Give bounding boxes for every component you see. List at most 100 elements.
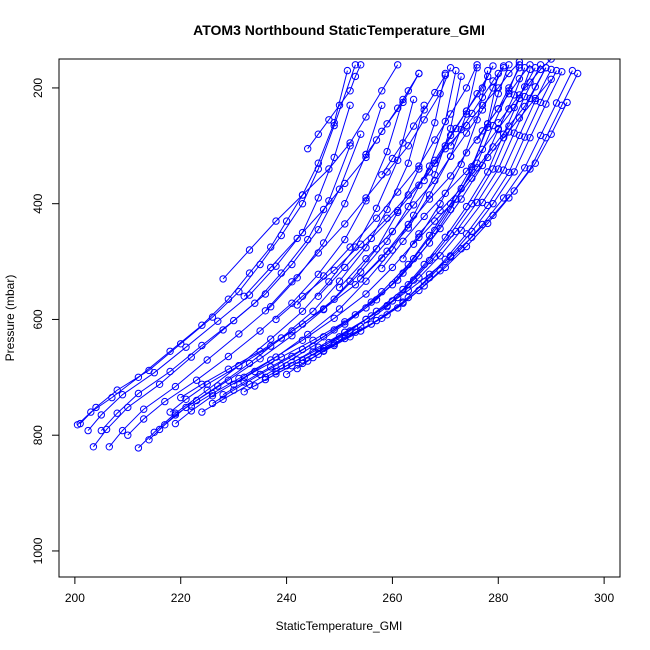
data-point (436, 206, 444, 215)
data-point (372, 136, 381, 144)
data-point (489, 77, 497, 85)
data-point (531, 83, 539, 91)
data-point (473, 198, 481, 207)
data-point (343, 66, 352, 75)
data-point (330, 295, 338, 303)
data-point (309, 307, 317, 315)
data-point (452, 124, 460, 133)
data-point (394, 276, 402, 284)
data-point (457, 72, 465, 81)
data-point (425, 195, 434, 203)
data-point (399, 139, 407, 147)
data-point (288, 332, 296, 340)
data-point (404, 159, 412, 167)
data-point (330, 121, 338, 130)
series-40 (362, 69, 423, 159)
series-line (328, 102, 568, 344)
data-point (357, 268, 365, 276)
data-point (362, 315, 370, 324)
data-point (341, 318, 349, 326)
data-point (351, 281, 360, 289)
data-point (378, 127, 386, 136)
data-point (457, 125, 465, 134)
series-20 (251, 61, 545, 390)
data-point (574, 69, 582, 78)
data-point (230, 380, 238, 388)
data-point (267, 363, 275, 371)
data-point (378, 87, 386, 95)
data-point (536, 65, 545, 74)
data-point (118, 426, 127, 435)
data-point (267, 263, 275, 272)
data-point (314, 249, 322, 257)
data-point (325, 165, 333, 173)
data-point (346, 277, 354, 285)
data-point (404, 286, 412, 295)
data-point (441, 117, 449, 126)
data-point (404, 293, 412, 302)
data-point (298, 228, 307, 237)
series-line (296, 71, 563, 370)
series-line (381, 67, 536, 269)
data-point (394, 61, 402, 69)
data-point (214, 382, 222, 390)
data-point (282, 217, 291, 225)
data-point (351, 72, 360, 81)
data-point (224, 365, 233, 373)
series-41 (378, 71, 449, 179)
data-point (134, 373, 143, 381)
data-point (425, 239, 434, 247)
series-24 (293, 68, 566, 373)
data-point (399, 255, 407, 263)
data-point (484, 72, 492, 81)
data-point (105, 443, 114, 451)
data-point (372, 214, 381, 222)
data-point (304, 357, 312, 365)
data-point (357, 275, 365, 283)
x-tick-label: 280 (488, 591, 508, 605)
data-point (372, 245, 381, 253)
series-line (339, 67, 505, 288)
series-line (296, 64, 478, 306)
series-line (175, 76, 462, 424)
data-point (335, 185, 344, 193)
data-point (97, 426, 106, 435)
data-point (521, 102, 529, 111)
data-point (404, 87, 412, 95)
x-axis-label: StaticTemperature_GMI (276, 619, 403, 633)
data-point (134, 444, 143, 452)
data-point (505, 194, 513, 202)
data-point (272, 370, 280, 378)
data-point (314, 165, 322, 173)
data-point (510, 91, 518, 99)
data-point (425, 270, 434, 278)
data-point (415, 181, 423, 189)
data-point (494, 119, 502, 127)
series-line (360, 67, 520, 280)
series-line (402, 67, 547, 259)
data-point (341, 328, 349, 336)
data-point (521, 133, 529, 141)
data-point (161, 397, 169, 406)
data-point (282, 370, 291, 379)
series-line (138, 99, 415, 449)
data-point (245, 246, 254, 254)
series-3 (84, 101, 354, 435)
series-44 (473, 61, 534, 144)
data-point (357, 61, 365, 69)
data-point (494, 90, 502, 98)
data-point (521, 92, 529, 101)
data-point (314, 270, 322, 278)
chart-title: ATOM3 Northbound StaticTemperature_GMI (193, 22, 485, 38)
data-point (515, 75, 524, 83)
data-point (420, 116, 428, 124)
series-29 (219, 61, 402, 283)
data-point (388, 297, 397, 305)
data-point (452, 227, 460, 236)
data-point (76, 419, 84, 428)
data-point (224, 352, 233, 361)
series-35 (357, 64, 524, 283)
series-line (100, 134, 362, 431)
data-point (235, 362, 243, 370)
data-point (208, 389, 217, 398)
